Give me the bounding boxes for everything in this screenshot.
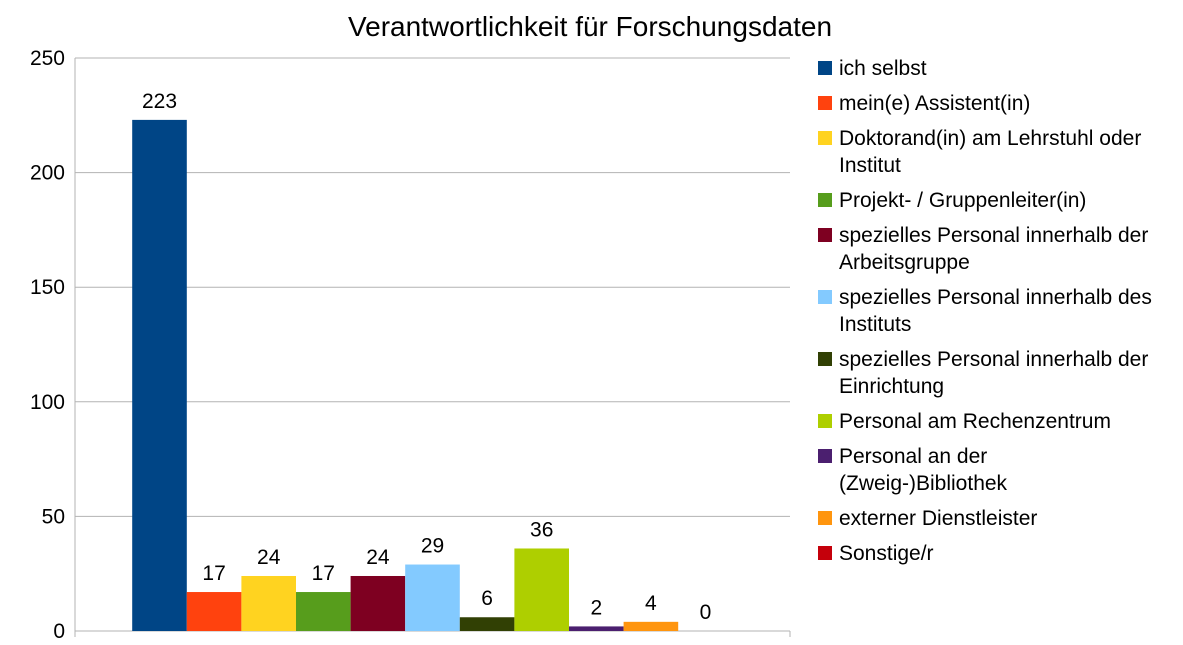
legend-label: ich selbst — [839, 57, 927, 80]
y-tick-label: 50 — [42, 505, 65, 528]
legend-swatch — [818, 228, 832, 242]
legend-swatch — [818, 131, 832, 145]
legend-label: spezielles Personal innerhalb der Einric… — [839, 348, 1149, 398]
y-tick-label: 200 — [30, 162, 65, 185]
legend-item: ich selbst — [816, 55, 1161, 82]
legend-label: mein(e) Assistent(in) — [839, 92, 1031, 115]
legend-swatch — [818, 96, 832, 110]
bar — [296, 592, 351, 631]
data-label: 24 — [257, 546, 281, 569]
legend-swatch — [818, 61, 832, 75]
legend-label: Doktorand(in) am Lehrstuhl oder Institut — [839, 127, 1142, 177]
chart-title: Verantwortlichkeit für Forschungsdaten — [348, 11, 832, 42]
legend-label: Personal am Rechenzentrum — [839, 410, 1111, 433]
legend-item: Sonstige/r — [816, 540, 1161, 567]
bar — [459, 617, 515, 631]
legend-swatch — [818, 511, 832, 525]
legend-item: Doktorand(in) am Lehrstuhl oder Institut — [816, 125, 1161, 179]
y-tick-label: 100 — [30, 391, 65, 414]
legend-item: spezielles Personal innerhalb der Einric… — [816, 346, 1161, 400]
data-label: 2 — [590, 596, 602, 619]
data-label: 17 — [202, 562, 225, 585]
legend-label: Projekt- / Gruppenleiter(in) — [839, 189, 1087, 212]
legend-swatch — [818, 193, 832, 207]
legend-label: externer Dienstleister — [839, 507, 1038, 530]
legend-item: spezielles Personal innerhalb der Arbeit… — [816, 222, 1161, 276]
legend-item: Personal an der (Zweig-)Bibliothek — [816, 443, 1161, 497]
legend-label: spezielles Personal innerhalb des Instit… — [839, 286, 1152, 336]
legend-swatch — [818, 414, 832, 428]
data-label: 223 — [142, 90, 177, 113]
data-label: 6 — [481, 587, 493, 610]
legend-label: spezielles Personal innerhalb der Arbeit… — [839, 224, 1149, 274]
bar — [569, 626, 624, 631]
legend-item: Projekt- / Gruppenleiter(in) — [816, 187, 1161, 214]
legend-swatch — [818, 546, 832, 560]
y-tick-label: 150 — [30, 276, 65, 299]
data-label: 17 — [312, 562, 335, 585]
data-label: 4 — [645, 592, 657, 615]
legend-label: Sonstige/r — [839, 542, 934, 565]
data-label: 24 — [366, 546, 390, 569]
data-label: 29 — [421, 535, 444, 558]
bar — [350, 575, 406, 631]
legend-item: mein(e) Assistent(in) — [816, 90, 1161, 117]
bar — [405, 564, 460, 631]
y-tick-label: 250 — [30, 47, 65, 70]
bar — [514, 548, 569, 631]
bar — [132, 119, 187, 631]
legend-item: spezielles Personal innerhalb des Instit… — [816, 284, 1161, 338]
legend: ich selbst mein(e) Assistent(in) Doktorand… — [816, 55, 1161, 567]
legend-swatch — [818, 352, 832, 366]
data-label: 0 — [700, 601, 712, 624]
legend-swatch — [818, 449, 832, 463]
legend-item: Personal am Rechenzentrum — [816, 408, 1161, 435]
legend-label: Personal an der (Zweig-)Bibliothek — [839, 445, 1008, 495]
data-label: 36 — [530, 518, 553, 541]
legend-item: externer Dienstleister — [816, 505, 1161, 532]
y-tick-label: 0 — [53, 620, 65, 643]
bar — [186, 592, 242, 631]
bar — [241, 575, 296, 631]
legend-swatch — [818, 290, 832, 304]
bar — [623, 621, 679, 631]
